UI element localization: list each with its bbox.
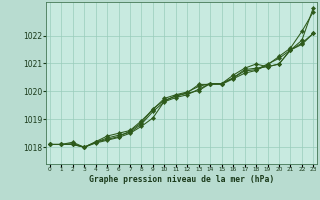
X-axis label: Graphe pression niveau de la mer (hPa): Graphe pression niveau de la mer (hPa) <box>89 175 274 184</box>
